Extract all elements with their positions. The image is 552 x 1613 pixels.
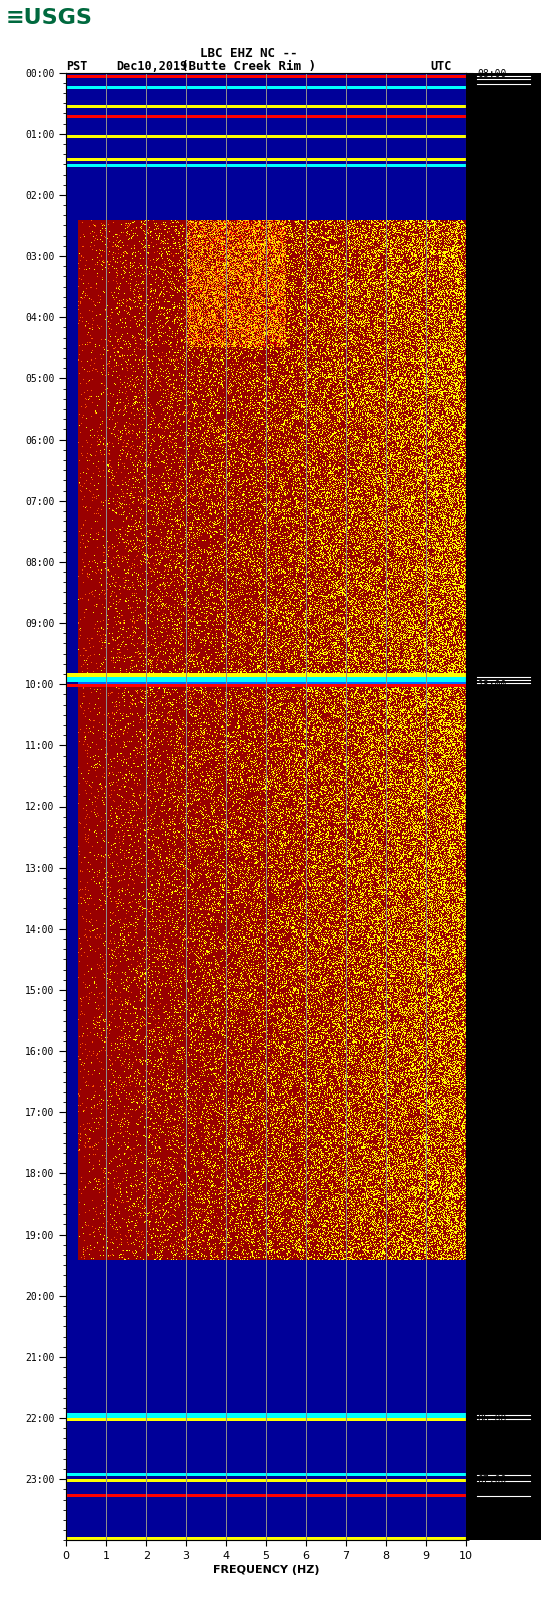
X-axis label: FREQUENCY (HZ): FREQUENCY (HZ) <box>213 1565 320 1574</box>
Text: ≡USGS: ≡USGS <box>6 8 92 27</box>
Text: Dec10,2019: Dec10,2019 <box>116 60 187 73</box>
Text: (Butte Creek Rim ): (Butte Creek Rim ) <box>181 60 316 73</box>
Text: UTC: UTC <box>431 60 452 73</box>
Text: LBC EHZ NC --: LBC EHZ NC -- <box>200 47 297 60</box>
Text: PST: PST <box>66 60 88 73</box>
